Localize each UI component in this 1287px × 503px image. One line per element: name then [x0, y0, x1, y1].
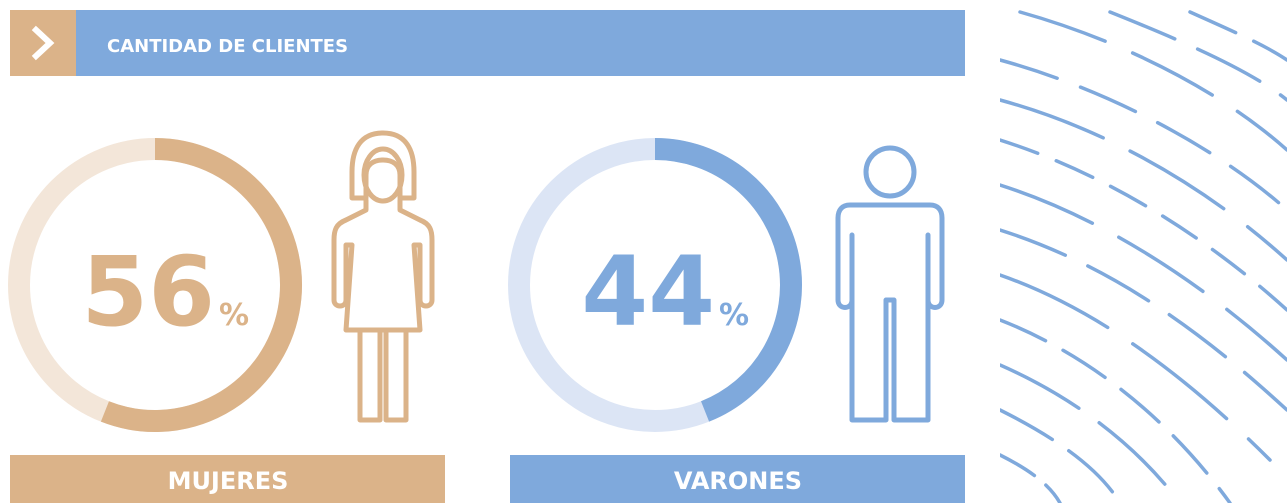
percent-value: 44 [581, 236, 715, 348]
infographic: CANTIDAD DE CLIENTES 56%44% MUJERESVARON… [0, 0, 1287, 503]
header-icon-box [10, 10, 76, 76]
female-icon [334, 133, 432, 420]
header-title: CANTIDAD DE CLIENTES [107, 36, 348, 57]
percent-unit: % [719, 298, 749, 333]
category-label: VARONES [674, 467, 802, 495]
male-icon [838, 148, 942, 420]
category-label: MUJERES [168, 467, 289, 495]
percent-value: 56 [81, 236, 215, 348]
percent-unit: % [219, 298, 249, 333]
page: {"chart_data": {"type": "donut", "title"… [0, 0, 1287, 503]
decorative-pattern [1000, 12, 1287, 503]
